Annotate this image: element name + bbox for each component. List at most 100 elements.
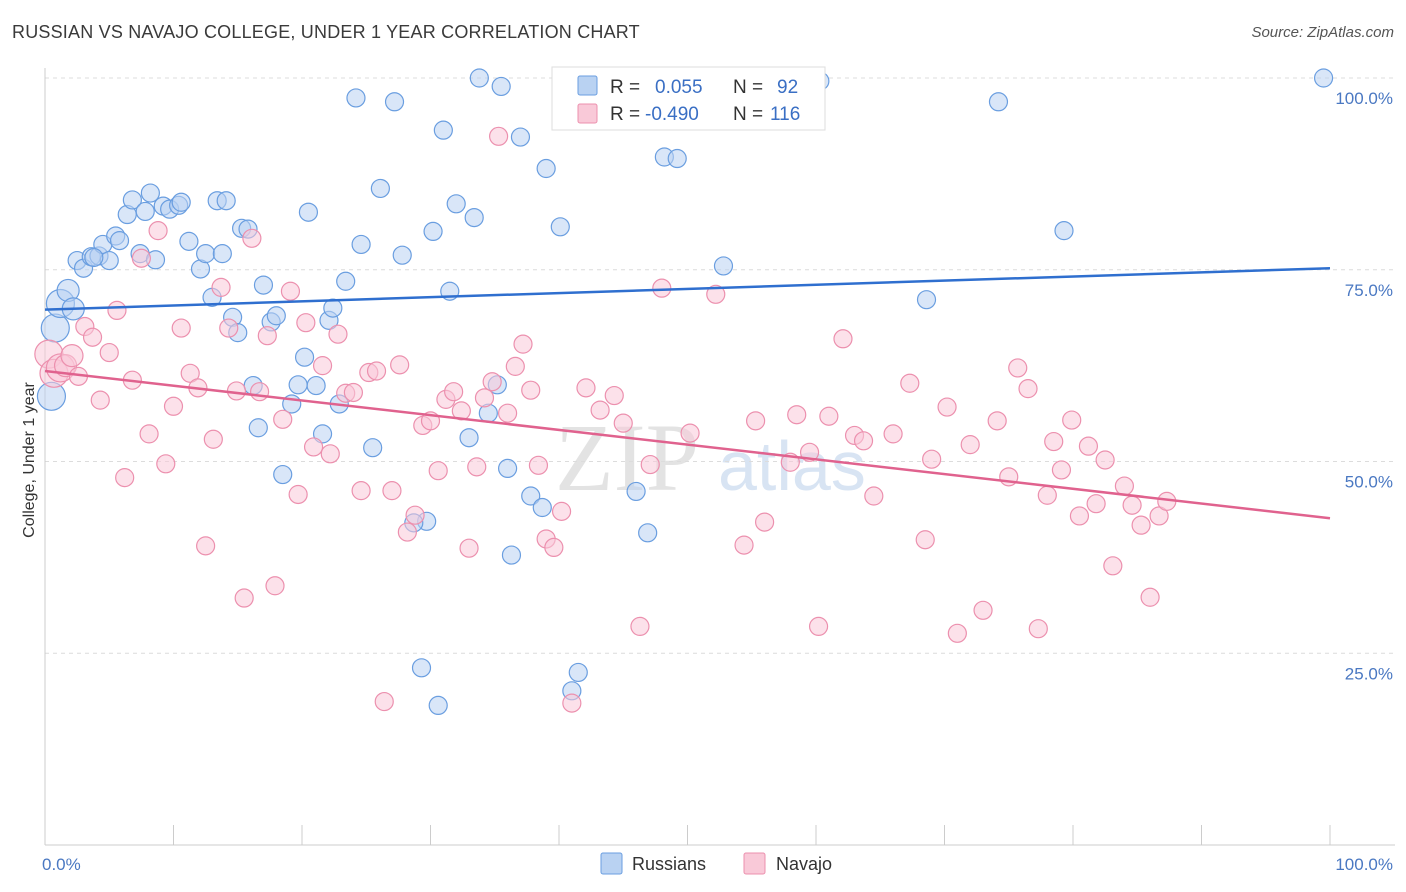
russians-point-57	[428, 695, 448, 716]
russians-point-70	[532, 497, 552, 518]
navajo-point-93	[922, 449, 942, 469]
navajo-point-68	[562, 693, 582, 713]
navajo-point-62	[513, 334, 533, 354]
navajo-point-23	[211, 277, 231, 297]
navajo-point-80	[754, 512, 775, 532]
navajo-point-22	[203, 429, 223, 449]
navajo-point-96	[960, 435, 980, 455]
grid-lines	[45, 77, 1395, 654]
russians-point-36	[266, 306, 286, 326]
russians-point-33	[248, 418, 268, 438]
russians-point-22	[179, 231, 199, 251]
russians-point-88	[212, 244, 232, 264]
navajo-point-114	[1131, 515, 1151, 535]
navajo-point-86	[833, 329, 853, 349]
navajo-point-55	[459, 538, 479, 558]
legend-box: R = 0.055 N = 92 R = -0.490 N = 116	[551, 66, 826, 131]
tick-labels: 0.0% 100.0% 25.0% 50.0% 75.0% 100.0%	[42, 89, 1393, 874]
navajo-point-58	[482, 372, 502, 392]
navajo-point-91	[900, 373, 920, 393]
navajo-point-21	[196, 536, 216, 556]
russians-point-40	[294, 347, 315, 367]
navajo-point-78	[734, 535, 754, 555]
navajo-point-41	[351, 481, 371, 501]
russians-point-14	[122, 190, 142, 210]
russians-point-85	[1313, 68, 1334, 88]
russians-point-52	[384, 92, 405, 112]
navajo-point-110	[1095, 450, 1115, 470]
navajo-point-72	[613, 413, 633, 433]
y-tick-label-0: 25.0%	[1345, 664, 1393, 683]
russians-point-74	[568, 662, 588, 683]
russians-point-86	[84, 247, 104, 268]
russians-point-82	[916, 290, 937, 310]
navajo-point-105	[1051, 460, 1072, 480]
navajo-point-84	[808, 616, 829, 637]
navajo-point-94	[937, 397, 957, 417]
navajo-point-60	[498, 403, 518, 423]
navajo-point-53	[444, 382, 464, 402]
navajo-point-43	[366, 361, 387, 381]
trend-lines	[44, 266, 1331, 520]
navajo-point-51	[428, 461, 448, 481]
legend-r-label-russians: R =	[610, 77, 640, 98]
russians-point-53	[392, 245, 412, 265]
navajo-point-59	[489, 126, 509, 146]
navajo-point-35	[303, 437, 324, 457]
navajo-point-13	[131, 248, 151, 268]
russians-point-83	[988, 92, 1009, 112]
navajo-point-108	[1078, 436, 1099, 456]
navajo-point-115	[1140, 587, 1160, 607]
navajo-point-71	[604, 385, 624, 406]
legend-n-label-navajo: N =	[733, 104, 763, 125]
russians-point-42	[306, 375, 326, 396]
russians-point-37	[273, 464, 293, 485]
navajo-point-47	[397, 522, 417, 542]
navajo-point-112	[1114, 476, 1135, 496]
russians-point-39	[288, 375, 308, 395]
navajo-point-38	[328, 324, 348, 344]
navajo-point-16	[156, 454, 176, 474]
navajo-point-9	[99, 342, 119, 363]
navajo-point-79	[746, 411, 766, 431]
navajo-point-98	[987, 411, 1007, 431]
navajo-point-95	[947, 623, 967, 643]
navajo-point-64	[528, 455, 549, 475]
navajo-point-56	[467, 457, 487, 477]
navajo-point-77	[706, 284, 726, 304]
russians-point-90	[469, 68, 489, 88]
russians-point-67	[501, 545, 522, 565]
navajo-point-75	[652, 278, 672, 298]
russians-point-24	[196, 244, 216, 264]
russians-point-69	[521, 486, 541, 506]
russians-point-76	[638, 523, 658, 543]
navajo-point-26	[234, 588, 254, 608]
russians-point-79	[713, 256, 734, 276]
navajo-point-48	[405, 505, 425, 525]
russians-point-56	[423, 221, 443, 241]
navajo-point-106	[1062, 410, 1082, 430]
russians-point-41	[298, 202, 319, 222]
navajo-point-46	[390, 355, 410, 375]
russians-point-66	[498, 458, 518, 479]
russians-trend-line	[44, 266, 1331, 311]
navajo-point-109	[1086, 494, 1106, 514]
navajo-point-37	[320, 444, 340, 464]
russians-point-54	[411, 658, 432, 678]
legend-n-label-russians: N =	[733, 77, 763, 98]
y-tick-label-3: 100.0%	[1335, 89, 1393, 108]
navajo-point-97	[973, 600, 993, 620]
navajo-points	[34, 126, 1177, 713]
bottom-legend-russians: Russians	[632, 854, 706, 874]
legend-r-label-navajo: R =	[610, 104, 640, 125]
y-tick-label-2: 75.0%	[1345, 281, 1393, 300]
legend-r-value-russians: 0.055	[655, 77, 703, 98]
navajo-point-15	[148, 221, 168, 241]
bottom-legend-navajo: Navajo	[776, 854, 832, 874]
navajo-point-11	[115, 468, 135, 488]
navajo-point-34	[296, 313, 316, 333]
navajo-point-29	[257, 326, 277, 346]
bottom-legend: Russians Navajo	[600, 852, 832, 875]
y-axis-label: College, Under 1 year	[21, 382, 38, 538]
